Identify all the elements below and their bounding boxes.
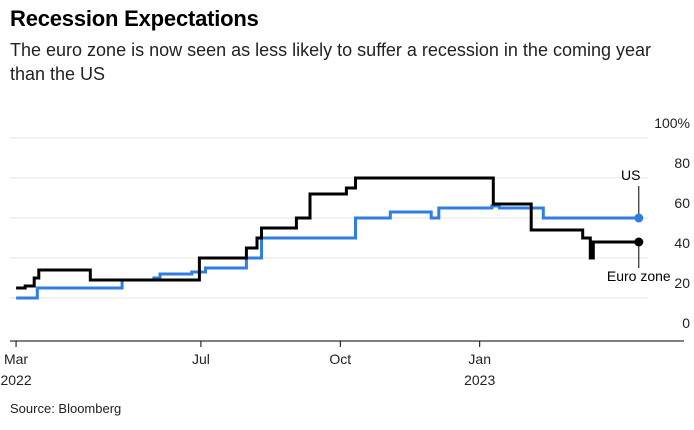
y-tick-label: 100% — [654, 115, 690, 131]
x-tick-label: Jan — [468, 351, 491, 367]
y-tick-label: 0 — [682, 315, 690, 331]
chart-title: Recession Expectations — [10, 6, 259, 31]
y-axis-ticks: 0 20 40 60 80 100% — [654, 115, 690, 331]
x-tick-sublabel: 2023 — [464, 372, 495, 388]
end-marker-us — [634, 213, 644, 223]
end-marker-euro-zone — [634, 237, 644, 247]
x-tick-label: Oct — [329, 351, 351, 367]
x-axis: Mar 2022 Jul Oct Jan 2023 — [0, 340, 684, 388]
x-tick-label: Mar — [4, 351, 28, 367]
series-label-euro-zone: Euro zone — [607, 268, 671, 284]
y-tick-label: 60 — [674, 195, 690, 211]
y-tick-label: 20 — [674, 275, 690, 291]
y-tick-label: 40 — [674, 235, 690, 251]
series-lines — [16, 176, 639, 300]
x-tick-label: Jul — [192, 351, 210, 367]
x-tick-sublabel: 2022 — [0, 372, 31, 388]
series-line-us — [16, 204, 639, 300]
gridlines — [10, 137, 648, 299]
chart-subtitle: The euro zone is now seen as less likely… — [10, 40, 651, 84]
y-tick-label: 80 — [674, 155, 690, 171]
series-line-euro-zone — [16, 176, 639, 290]
series-labels: US Euro zone — [607, 167, 671, 284]
source-note: Source: Bloomberg — [10, 401, 122, 416]
series-label-us: US — [621, 167, 640, 183]
